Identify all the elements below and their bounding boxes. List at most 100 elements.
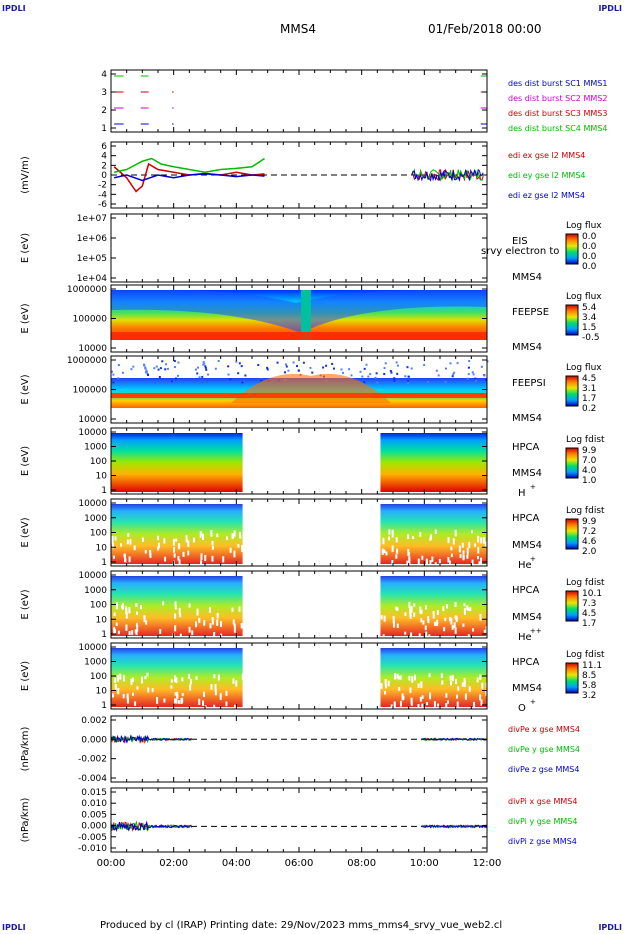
- spectrogram-speckle: [369, 373, 372, 376]
- spectrogram-dropout: [131, 630, 134, 635]
- spectrogram-dropout: [163, 698, 166, 703]
- spectrogram-dropout: [395, 606, 398, 611]
- spectrogram-speckle: [375, 372, 378, 375]
- spectrogram-dropout: [380, 683, 383, 689]
- spectrogram-speckle: [384, 362, 387, 365]
- spectrogram-dropout: [476, 677, 479, 683]
- spectrogram-dropout: [470, 530, 473, 534]
- spectrogram-dropout: [216, 619, 219, 626]
- spectrogram-speckle: [165, 363, 168, 366]
- spectrogram-speckle: [341, 371, 344, 374]
- spectrogram-dropout: [213, 704, 216, 710]
- spectrogram-dropout: [395, 537, 398, 543]
- spectrogram-dropout: [163, 538, 166, 544]
- spectrogram-dropout: [391, 560, 394, 567]
- spacecraft-label: MMS4: [512, 342, 542, 353]
- instrument-label: EIS: [512, 236, 528, 247]
- y-tick-label: 100000: [73, 315, 108, 325]
- y-tick-label: -6: [98, 200, 107, 210]
- spectrogram-dropout: [125, 612, 128, 619]
- spectrogram-block: [111, 504, 243, 564]
- spectrogram-dropout: [392, 617, 395, 624]
- spectrogram-dropout: [481, 682, 484, 689]
- spectrogram-dropout: [383, 615, 386, 622]
- spectrogram-speckle: [166, 367, 169, 370]
- spectrogram-speckle: [197, 366, 200, 369]
- spectrogram-speckle: [445, 367, 448, 370]
- spectrogram-dropout: [450, 546, 453, 551]
- spectrogram-dropout: [448, 616, 451, 622]
- spectrogram-dropout: [117, 630, 120, 635]
- y-tick-label: 1e+05: [77, 254, 107, 264]
- spectrogram-dropout: [420, 618, 423, 623]
- spectrogram-dropout: [172, 538, 175, 546]
- spectrogram-dropout: [157, 542, 160, 549]
- spectrogram-dropout: [188, 603, 191, 608]
- spectrogram-dropout: [214, 684, 217, 691]
- spectrogram-dropout: [426, 702, 429, 706]
- spectrogram-dropout: [382, 634, 385, 639]
- y-tick-label: 1000: [84, 443, 107, 453]
- spectrogram-speckle: [240, 365, 243, 368]
- spectrogram-dropout: [480, 537, 483, 544]
- y-tick-label: 10: [96, 687, 108, 697]
- colorbar-title: Log fdist: [566, 435, 605, 445]
- spectrogram-dropout: [385, 551, 388, 556]
- instrument-label: HPCA: [512, 513, 540, 524]
- spectrogram-dropout: [427, 618, 430, 624]
- spectrogram-dropout: [164, 556, 167, 562]
- spectrogram-dropout: [404, 612, 407, 617]
- spectrogram-dropout: [474, 543, 477, 547]
- spectrogram-dropout: [132, 677, 135, 682]
- spectrogram-dropout: [233, 550, 236, 558]
- spectrogram-dropout: [461, 542, 464, 548]
- spectrogram-dropout: [421, 703, 424, 708]
- spectrogram-speckle: [194, 368, 197, 371]
- spectrogram-dropout: [198, 698, 201, 705]
- colorbar-tick-label: 5.8: [582, 681, 597, 691]
- spectrogram-dropout: [211, 555, 214, 562]
- legend-entry: des dist burst SC3 MMS3: [508, 109, 607, 118]
- colorbar-title: Log flux: [566, 292, 602, 302]
- colorbar-tick-label: 11.1: [582, 661, 602, 671]
- spectrogram-dropout: [195, 621, 198, 628]
- spectrogram-dropout: [425, 561, 428, 567]
- panel-frame: [110, 787, 488, 853]
- spectrogram-dropout: [417, 683, 420, 689]
- spectrogram-dropout: [473, 701, 476, 708]
- spectrogram-dropout: [188, 626, 191, 633]
- spectrogram-dropout: [417, 703, 420, 711]
- spectrogram-dropout: [420, 609, 423, 615]
- y-tick-label: 10: [96, 543, 108, 553]
- y-tick-label: 0.000: [81, 735, 107, 745]
- colorbar: [565, 304, 579, 336]
- spectrogram-block: [380, 433, 487, 492]
- corner-label-tr: IPDLI: [598, 4, 622, 13]
- panel-frame: [110, 69, 488, 133]
- y-axis-label: E (eV): [20, 303, 31, 333]
- spectrogram-speckle: [426, 380, 429, 383]
- colorbar-tick-label: 3.1: [582, 384, 596, 394]
- instrument-label: HPCA: [512, 585, 540, 596]
- spectrogram-speckle: [456, 362, 459, 365]
- figure: 4 3 2 1 des dist burst SC1 MMS1 des dist burs…: [20, 69, 607, 869]
- series-line: [421, 737, 488, 742]
- series-line: [411, 168, 484, 182]
- spectrogram-dropout: [396, 673, 399, 679]
- legend-entry: edi ey gse l2 MMS4: [508, 171, 586, 180]
- spectrogram-dropout: [222, 556, 225, 563]
- spectrogram-dropout: [399, 675, 402, 680]
- spectrogram-speckle: [196, 372, 199, 375]
- spacecraft-label: MMS4: [512, 272, 542, 283]
- y-tick-label: 2: [101, 161, 107, 171]
- spectrogram-dropout: [434, 621, 437, 626]
- spectrogram-dropout: [144, 549, 147, 554]
- spectrogram-speckle: [467, 366, 470, 369]
- spectrogram-dropout: [468, 686, 471, 692]
- y-tick-label: 10: [96, 472, 108, 482]
- colorbar-tick-label: 4.6: [582, 537, 597, 547]
- colorbar-tick-label: 7.0: [582, 456, 597, 466]
- spectrogram-dropout: [162, 601, 165, 606]
- spectrogram-dropout: [175, 538, 178, 542]
- spectrogram-speckle: [235, 360, 238, 363]
